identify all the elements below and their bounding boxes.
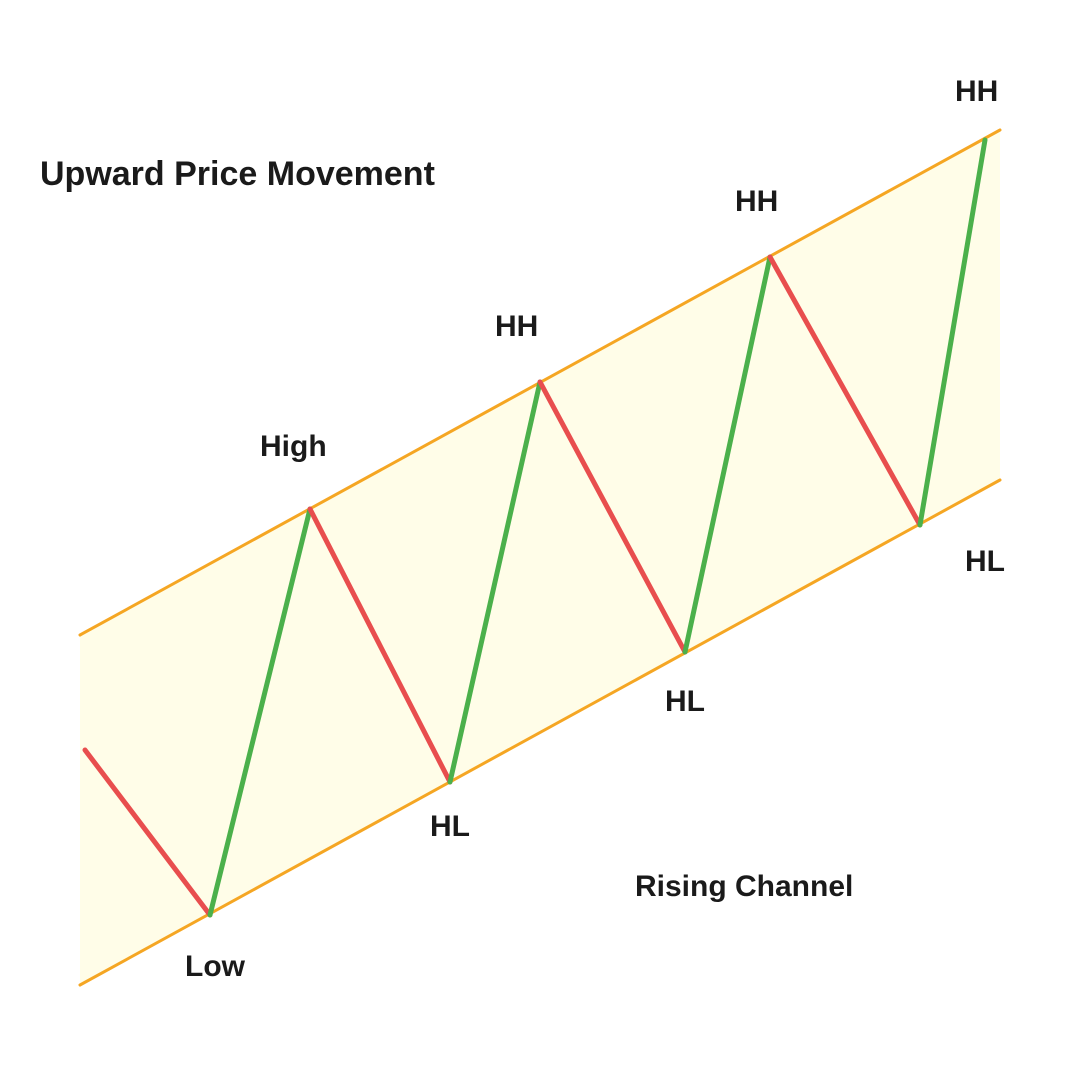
point-label: HL <box>430 810 470 844</box>
point-label: Low <box>185 950 245 984</box>
diagram-title: Upward Price Movement <box>40 155 435 194</box>
point-label: HH <box>735 185 778 219</box>
point-label: HH <box>495 310 538 344</box>
diagram-subtitle: Rising Channel <box>635 870 853 904</box>
point-label: HL <box>665 685 705 719</box>
point-label: HL <box>965 545 1005 579</box>
point-label: HH <box>955 75 998 109</box>
point-label: High <box>260 430 327 464</box>
